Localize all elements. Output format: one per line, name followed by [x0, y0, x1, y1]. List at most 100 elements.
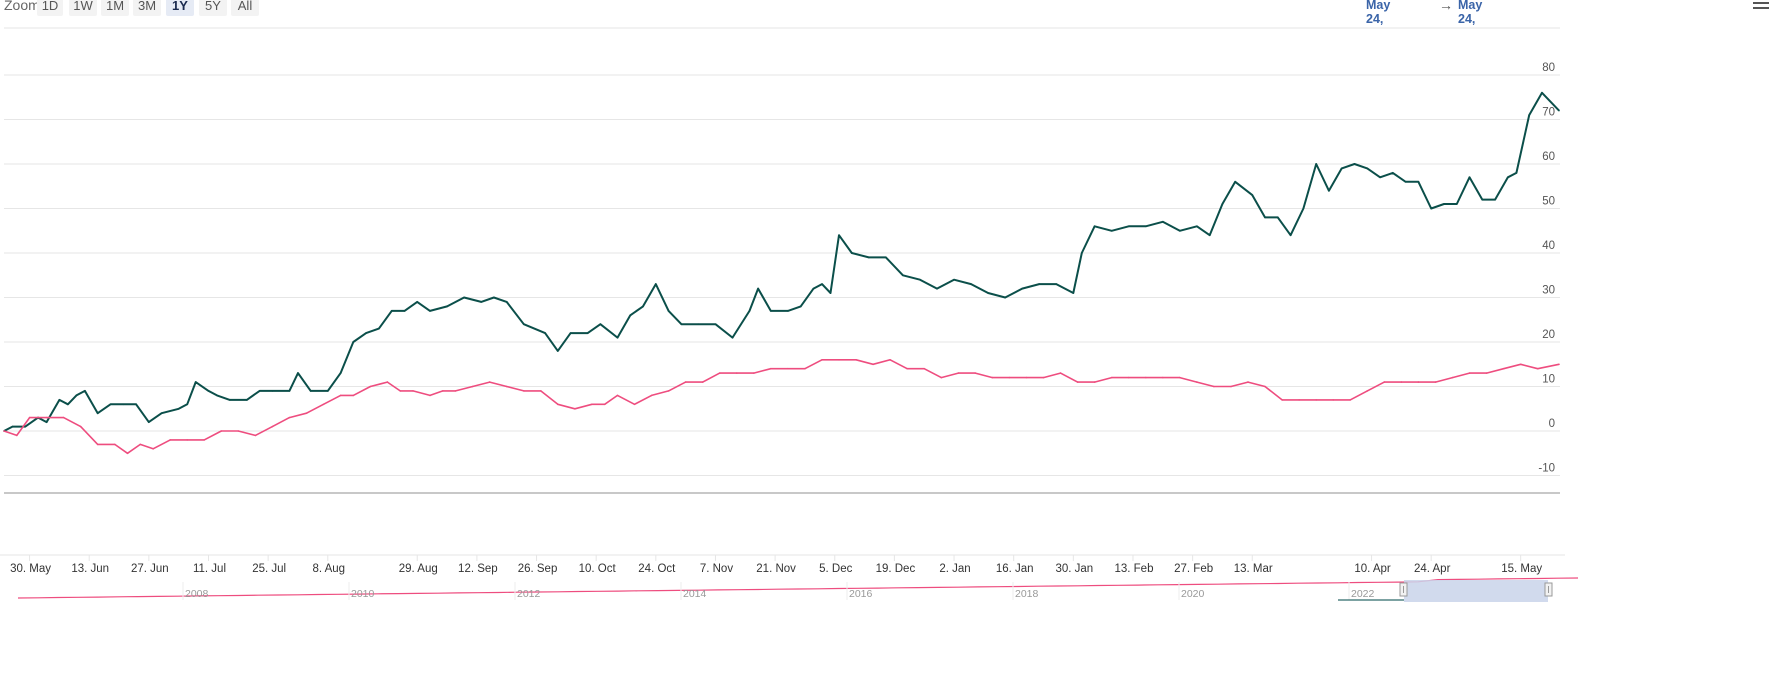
data-point[interactable]: [220, 430, 223, 432]
data-point[interactable]: [1110, 230, 1113, 232]
data-point[interactable]: [1127, 376, 1130, 379]
data-point[interactable]: [1404, 181, 1407, 183]
data-point[interactable]: [505, 301, 508, 303]
data-point[interactable]: [1417, 181, 1420, 183]
data-point[interactable]: [412, 390, 414, 392]
data-point[interactable]: [403, 310, 406, 312]
data-point[interactable]: [1349, 399, 1351, 401]
data-point[interactable]: [868, 256, 870, 259]
data-point[interactable]: [523, 323, 525, 326]
data-point[interactable]: [480, 301, 483, 303]
data-point[interactable]: [799, 305, 802, 308]
data-point[interactable]: [386, 381, 389, 383]
data-point[interactable]: [714, 323, 717, 326]
data-point[interactable]: [1443, 203, 1445, 205]
zoom-1m-button[interactable]: 1M: [101, 0, 129, 16]
data-point[interactable]: [591, 403, 593, 406]
data-point[interactable]: [787, 310, 789, 312]
data-point[interactable]: [1353, 163, 1356, 165]
data-point[interactable]: [1400, 381, 1403, 383]
data-point[interactable]: [258, 390, 261, 392]
data-point[interactable]: [731, 336, 734, 339]
data-point[interactable]: [599, 323, 602, 326]
data-point[interactable]: [1179, 376, 1181, 379]
data-point[interactable]: [1315, 163, 1317, 165]
data-point[interactable]: [186, 403, 188, 406]
data-point[interactable]: [152, 448, 154, 450]
data-point[interactable]: [872, 363, 874, 366]
data-point[interactable]: [216, 394, 218, 397]
data-point[interactable]: [1383, 381, 1386, 383]
data-point[interactable]: [1196, 225, 1198, 228]
data-point[interactable]: [177, 408, 180, 410]
data-point[interactable]: [1234, 181, 1236, 183]
data-point[interactable]: [736, 372, 738, 374]
data-point[interactable]: [1332, 399, 1334, 401]
data-point[interactable]: [1145, 225, 1147, 228]
data-point[interactable]: [45, 416, 48, 419]
data-point[interactable]: [753, 372, 755, 374]
data-point[interactable]: [616, 394, 619, 397]
data-point[interactable]: [271, 390, 274, 392]
data-point[interactable]: [1264, 385, 1266, 388]
data-point[interactable]: [855, 359, 857, 361]
data-point[interactable]: [169, 439, 171, 441]
data-point[interactable]: [28, 416, 31, 419]
data-point[interactable]: [194, 381, 197, 383]
data-point[interactable]: [667, 310, 670, 312]
data-point[interactable]: [135, 403, 137, 406]
data-point[interactable]: [96, 412, 99, 415]
data-point[interactable]: [1093, 381, 1096, 383]
data-point[interactable]: [1008, 376, 1011, 379]
data-point[interactable]: [339, 394, 342, 397]
data-point[interactable]: [787, 367, 789, 370]
data-point[interactable]: [1281, 399, 1283, 401]
data-point[interactable]: [139, 443, 142, 446]
data-point[interactable]: [429, 310, 431, 312]
data-point[interactable]: [838, 234, 840, 236]
data-point[interactable]: [940, 376, 943, 379]
data-point[interactable]: [1507, 176, 1509, 179]
data-point[interactable]: [1221, 203, 1224, 205]
data-point[interactable]: [936, 287, 938, 290]
navigator[interactable]: 2008 2010 2012 2014 2016 2018 2020 2022: [4, 577, 1579, 602]
data-point[interactable]: [45, 421, 48, 423]
data-point[interactable]: [1251, 194, 1254, 196]
data-point[interactable]: [62, 416, 65, 419]
data-point[interactable]: [1247, 381, 1249, 383]
data-point[interactable]: [1315, 399, 1317, 401]
data-point[interactable]: [1072, 292, 1075, 294]
data-point[interactable]: [1366, 390, 1369, 392]
data-point[interactable]: [1021, 287, 1023, 290]
data-point[interactable]: [463, 296, 465, 299]
data-point[interactable]: [974, 372, 977, 374]
zoom-1y-button[interactable]: 1Y: [166, 0, 194, 16]
data-point[interactable]: [207, 390, 210, 392]
data-point[interactable]: [1541, 92, 1543, 94]
data-point[interactable]: [557, 350, 559, 352]
data-point[interactable]: [309, 390, 312, 392]
data-point[interactable]: [569, 332, 572, 334]
zoom-all-button[interactable]: All: [231, 0, 259, 16]
data-point[interactable]: [1417, 381, 1420, 383]
data-point[interactable]: [1494, 198, 1496, 201]
data-point[interactable]: [229, 399, 231, 401]
data-point[interactable]: [701, 381, 704, 383]
data-point[interactable]: [1366, 167, 1369, 170]
data-point[interactable]: [586, 332, 589, 334]
data-point[interactable]: [114, 443, 116, 446]
data-point[interactable]: [1081, 252, 1083, 254]
data-point[interactable]: [1298, 399, 1300, 401]
data-point[interactable]: [697, 323, 700, 326]
data-point[interactable]: [885, 256, 887, 259]
data-point[interactable]: [923, 367, 925, 370]
data-point[interactable]: [454, 390, 457, 392]
data-point[interactable]: [1289, 234, 1292, 236]
data-point[interactable]: [1277, 216, 1279, 219]
data-point[interactable]: [633, 403, 636, 406]
data-point[interactable]: [11, 425, 14, 428]
data-point[interactable]: [1430, 207, 1432, 210]
data-point[interactable]: [1302, 207, 1305, 210]
data-point[interactable]: [1004, 296, 1006, 299]
data-point[interactable]: [906, 367, 908, 370]
